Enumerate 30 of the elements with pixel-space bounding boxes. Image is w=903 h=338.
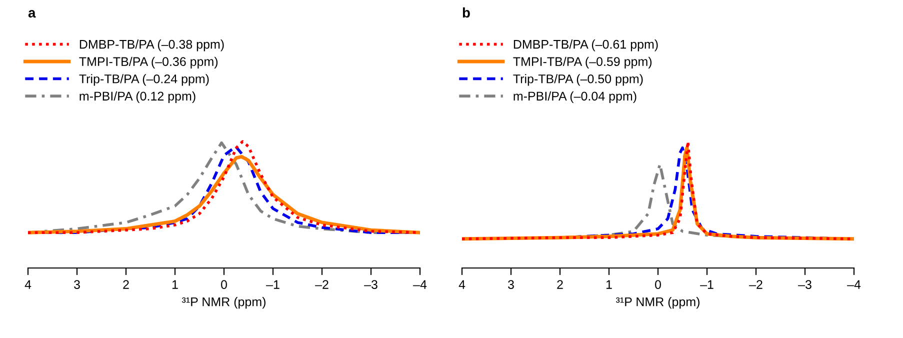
chart-title: a [28, 10, 36, 18]
legend-label: Trip-TB/PA (–0.24 ppm) [79, 74, 209, 86]
legend-label: Trip-TB/PA (–0.50 ppm) [513, 74, 643, 86]
x-tick-label: –3 [364, 280, 378, 289]
x-tick-label: 3 [508, 280, 514, 289]
x-tick-label: –4 [847, 280, 861, 289]
legend-label: DMBP-TB/PA (–0.61 ppm) [514, 40, 658, 52]
x-tick-label: –3 [798, 280, 812, 289]
x-tick-label: 3 [74, 280, 80, 289]
legend-label: DMBP-TB/PA (–0.38 ppm) [80, 40, 224, 52]
x-tick-label: 2 [557, 280, 563, 289]
x-tick-label: 4 [458, 280, 466, 289]
x-axis-title: ³¹P NMR (ppm) [182, 297, 266, 309]
x-tick-label: 2 [123, 280, 129, 289]
x-tick-label: 0 [221, 280, 227, 289]
x-tick-label: 1 [606, 280, 612, 289]
x-tick-label: –2 [749, 280, 762, 289]
legend-label: m-PBI/PA (–0.04 ppm) [514, 91, 636, 104]
x-tick-label: –2 [315, 280, 328, 289]
legend-label: TMPI-TB/PA (–0.36 ppm) [79, 56, 218, 68]
chart-title: b [462, 7, 470, 18]
x-tick-label: –1 [700, 280, 714, 289]
x-tick-label: 0 [655, 280, 661, 289]
x-tick-label: 4 [24, 280, 32, 289]
x-axis-title: ³¹P NMR (ppm) [616, 297, 700, 309]
legend-label: m-PBI/PA (0.12 ppm) [80, 91, 196, 104]
legend-label: TMPI-TB/PA (–0.59 ppm) [513, 56, 652, 68]
x-tick-label: –1 [266, 280, 280, 289]
x-tick-label: –4 [413, 280, 427, 289]
x-tick-label: 1 [172, 280, 178, 289]
